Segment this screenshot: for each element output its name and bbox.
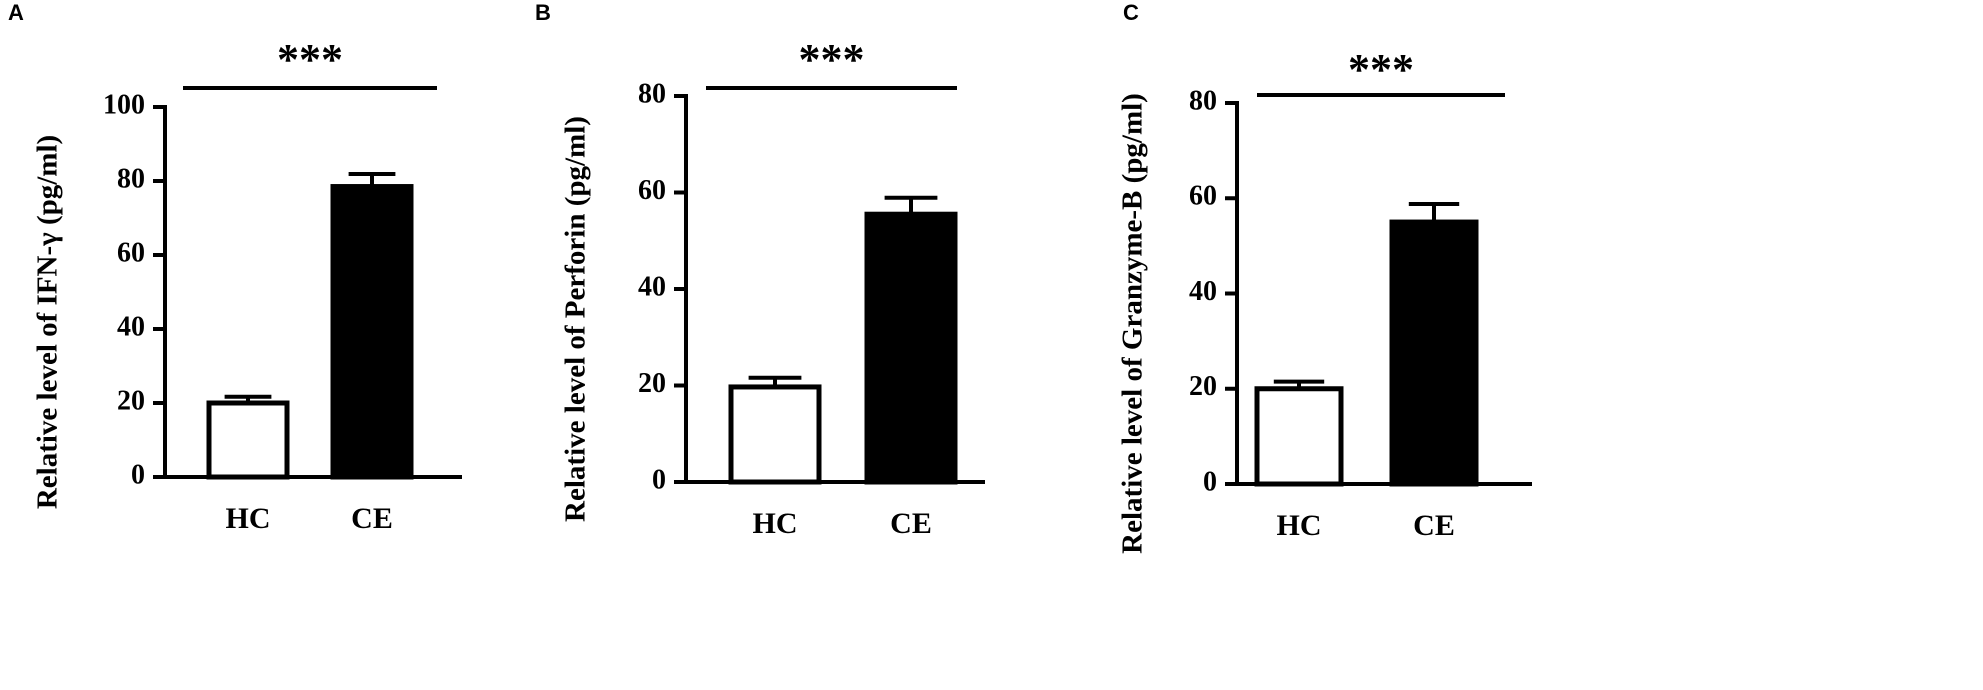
x-tick-label: CE <box>351 502 393 535</box>
y-tick-label: 60 <box>1189 181 1217 212</box>
y-tick-label: 20 <box>1189 371 1217 402</box>
panel-label: C <box>1123 0 1139 25</box>
bar <box>1389 219 1479 487</box>
y-tick-label: 0 <box>131 459 145 490</box>
bar <box>1254 386 1344 487</box>
significance-label: *** <box>277 35 343 84</box>
significance-label: *** <box>1348 45 1414 94</box>
y-tick-label: 100 <box>103 89 145 120</box>
y-tick-label: 80 <box>638 78 666 109</box>
x-tick-label: CE <box>890 507 932 540</box>
x-tick-label: HC <box>1277 509 1322 542</box>
y-tick-label: 20 <box>638 368 666 399</box>
y-axis-label: Relative level of IFN-γ (pg/ml) <box>32 135 64 509</box>
y-tick-label: 60 <box>117 237 145 268</box>
significance-label: *** <box>799 35 865 84</box>
panel-label: B <box>535 0 551 25</box>
bar <box>728 384 822 485</box>
y-tick-label: 80 <box>117 163 145 194</box>
x-tick-label: CE <box>1413 509 1455 542</box>
y-axis-label: Relative level of Perforin (pg/ml) <box>560 116 592 522</box>
y-tick-label: 60 <box>638 175 666 206</box>
panel-label: A <box>8 0 24 25</box>
bar <box>330 184 414 480</box>
bar <box>206 400 290 480</box>
y-axis-label: Relative level of Granzyme-B (pg/ml) <box>1117 93 1149 554</box>
bar <box>864 211 958 485</box>
x-tick-label: HC <box>753 507 798 540</box>
y-tick-label: 0 <box>1203 466 1217 497</box>
y-tick-label: 40 <box>638 271 666 302</box>
y-tick-label: 20 <box>117 385 145 416</box>
y-tick-label: 0 <box>652 464 666 495</box>
y-tick-label: 80 <box>1189 85 1217 116</box>
x-tick-label: HC <box>226 502 271 535</box>
y-tick-label: 40 <box>1189 276 1217 307</box>
y-tick-label: 40 <box>117 311 145 342</box>
